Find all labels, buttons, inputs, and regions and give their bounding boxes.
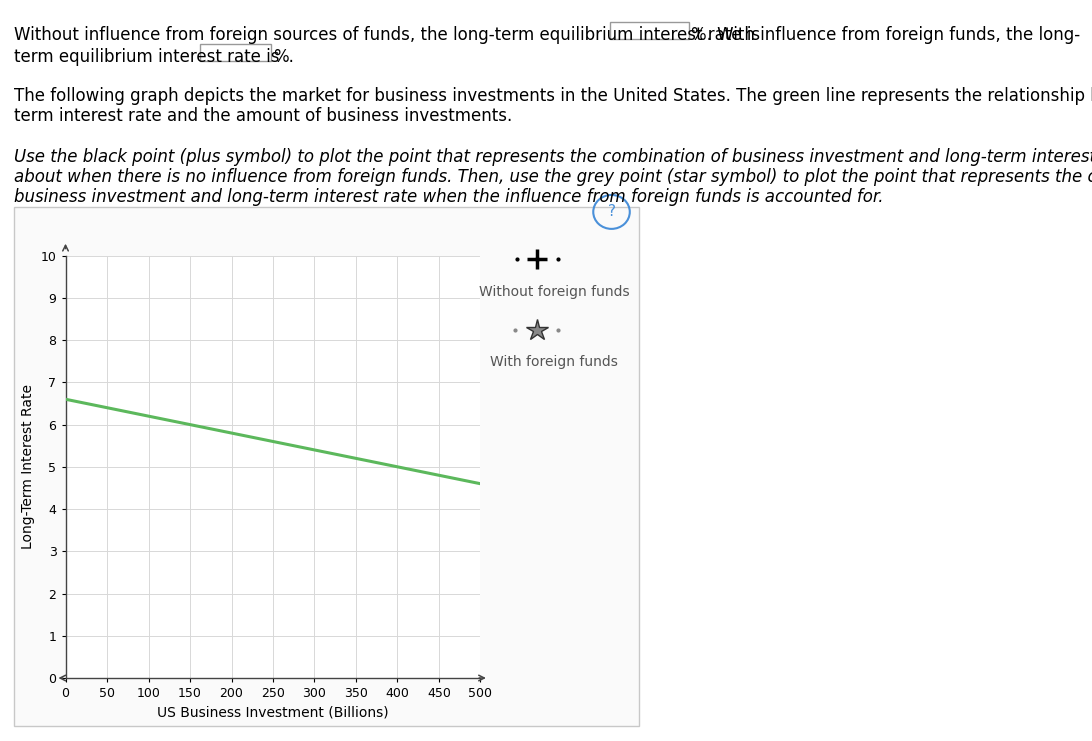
Text: term equilibrium interest rate is: term equilibrium interest rate is (14, 48, 280, 66)
Text: %. With influence from foreign funds, the long-: %. With influence from foreign funds, th… (691, 26, 1080, 44)
Text: Without influence from foreign sources of funds, the long-term equilibrium inter: Without influence from foreign sources o… (14, 26, 760, 44)
Text: term interest rate and the amount of business investments.: term interest rate and the amount of bus… (14, 107, 512, 125)
Text: about when there is no influence from foreign funds. Then, use the grey point (s: about when there is no influence from fo… (14, 168, 1092, 186)
Text: Without foreign funds: Without foreign funds (479, 285, 629, 299)
Y-axis label: Long-Term Interest Rate: Long-Term Interest Rate (21, 385, 35, 549)
Text: ?: ? (607, 205, 616, 219)
Text: The following graph depicts the market for business investments in the United St: The following graph depicts the market f… (14, 87, 1092, 105)
Text: Use the black point (plus symbol) to plot the point that represents the combinat: Use the black point (plus symbol) to plo… (14, 148, 1092, 166)
Text: With foreign funds: With foreign funds (490, 355, 618, 369)
Text: %.: %. (273, 48, 294, 66)
X-axis label: US Business Investment (Billions): US Business Investment (Billions) (157, 705, 389, 720)
Text: business investment and long-term interest rate when the influence from foreign : business investment and long-term intere… (14, 188, 883, 206)
